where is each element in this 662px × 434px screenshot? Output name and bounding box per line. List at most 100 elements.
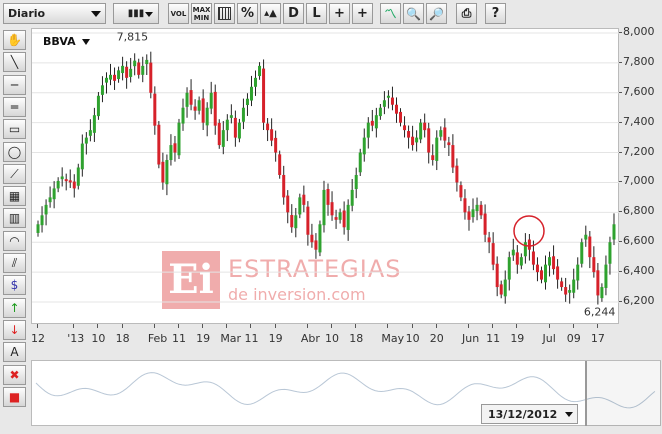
parallel-line-tool-button[interactable]: ═ (3, 96, 26, 117)
y-tick (619, 121, 622, 123)
volume-button[interactable]: VOL (168, 3, 189, 24)
candle (552, 245, 556, 275)
candle (415, 130, 419, 152)
log-button[interactable]: L (306, 3, 327, 24)
candle (366, 117, 370, 149)
y-tick (619, 32, 622, 33)
y-tick-label: 7,600 (623, 84, 655, 98)
candle-body (572, 279, 576, 293)
candle-body (580, 242, 584, 264)
candle (423, 113, 427, 138)
line-tool-button[interactable]: ╲ (3, 52, 26, 73)
ellipse-icon: ◯ (7, 144, 22, 159)
dollar-tool-button[interactable]: $ (3, 275, 26, 296)
candle (596, 262, 600, 305)
candle (370, 109, 374, 132)
candle-body (282, 174, 286, 198)
candle (274, 130, 278, 162)
horizontal-line-tool-button[interactable]: ─ (3, 74, 26, 95)
candle-body (499, 284, 503, 295)
candle-body (44, 204, 48, 215)
candle (507, 251, 511, 291)
volume-label: VOL (170, 9, 187, 18)
candle-body (92, 115, 96, 133)
crosshair-button[interactable]: + (329, 3, 350, 24)
candle (181, 98, 185, 131)
candle (60, 167, 64, 187)
candle-body (205, 107, 209, 126)
candle-body (310, 234, 314, 243)
candle-body (137, 62, 141, 75)
x-tick-label: Jun (461, 332, 480, 345)
candle (539, 266, 543, 284)
x-tick (355, 324, 357, 328)
candle (604, 255, 608, 296)
delete-tool-button[interactable]: ✖ (3, 364, 26, 385)
candle-body (463, 198, 467, 213)
candle (475, 197, 479, 221)
ellipse-tool-button[interactable]: ◯ (3, 141, 26, 162)
highlight-circle[interactable] (513, 215, 545, 247)
zoom-in-button[interactable]: 🔎 (426, 3, 447, 24)
hand-tool-button[interactable]: ✋ (3, 30, 26, 50)
maxmin-button[interactable]: MAX MIN (191, 3, 212, 24)
candle-body (544, 264, 548, 283)
candle (165, 154, 169, 196)
chevron-down-icon (565, 412, 573, 417)
grid-tool-button[interactable]: ▦ (3, 186, 26, 207)
fibonacci-tool-button[interactable]: ▥ (3, 208, 26, 229)
candle-body (423, 122, 427, 131)
candle (556, 259, 560, 289)
candle (354, 167, 358, 199)
text-tool-button[interactable]: A (3, 342, 26, 363)
zoom-out-button[interactable]: 🔍 (403, 3, 424, 24)
candle-body (330, 202, 334, 216)
crosshair-value-button[interactable]: + (352, 3, 373, 24)
symbol-label[interactable]: BBVA (43, 35, 91, 48)
navigator-window[interactable] (585, 361, 661, 426)
candle-body (600, 287, 604, 299)
color-tool-button[interactable]: ■ (3, 386, 26, 407)
buy-arrow-tool-button[interactable]: ↑ (3, 297, 26, 318)
candle-body (318, 224, 322, 253)
dollar-icon: $ (10, 278, 19, 293)
candle (419, 118, 423, 144)
candle (403, 116, 407, 138)
help-button[interactable]: ? (485, 3, 506, 24)
candle-body (141, 65, 145, 75)
x-tick (572, 324, 574, 328)
channel-tool-button[interactable]: ⫽ (3, 253, 26, 273)
candle (322, 180, 326, 233)
grid-button[interactable] (214, 3, 235, 24)
candle-body (36, 224, 40, 233)
daily-button[interactable]: D (283, 3, 304, 24)
trend-button[interactable]: 〽 (380, 3, 401, 24)
candle (80, 134, 84, 177)
print-button[interactable]: ⎙ (456, 3, 477, 24)
chart-type-button[interactable]: ▮▮▮ (113, 3, 159, 24)
period-select[interactable]: Diario (3, 3, 106, 24)
candle (362, 128, 366, 162)
y-tick (619, 181, 622, 183)
candle-body (221, 130, 225, 147)
chart-style-button[interactable]: ▴▲ (260, 3, 281, 24)
candle (483, 204, 487, 243)
sell-arrow-tool-button[interactable]: ↓ (3, 319, 26, 340)
navigator-date-select[interactable]: 13/12/2012 (481, 404, 578, 424)
hand-icon: ✋ (7, 33, 22, 47)
percent-button[interactable]: % (237, 3, 258, 24)
x-tick (121, 324, 123, 328)
candle-body (539, 270, 543, 280)
candle (121, 56, 125, 81)
candle-body (76, 167, 80, 186)
x-tick (153, 324, 155, 328)
arc-tool-button[interactable]: ◠ (3, 230, 26, 251)
y-tick (619, 61, 622, 63)
x-tick (306, 324, 308, 328)
rectangle-tool-button[interactable]: ▭ (3, 119, 26, 140)
candle-body (471, 209, 475, 218)
candle-body (366, 122, 370, 138)
candle-body (475, 204, 479, 212)
y-tick (619, 91, 622, 93)
pitchfork-tool-button[interactable]: ⟋ (3, 163, 26, 184)
